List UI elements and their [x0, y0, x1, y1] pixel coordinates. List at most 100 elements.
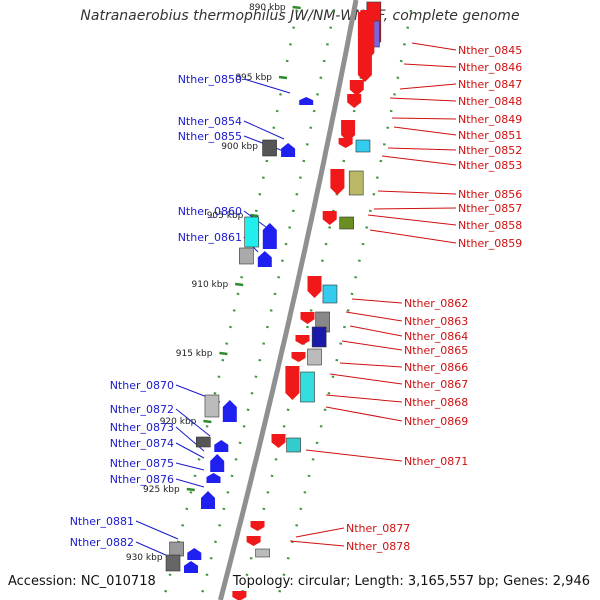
gene-label-nther_0850: Nther_0850 [178, 73, 242, 86]
gene-label-nther_0867: Nther_0867 [404, 378, 468, 391]
accession-text: Accession: NC_010718 [8, 574, 156, 589]
kbp-tick-mark [278, 75, 288, 80]
reverse-gene-block [348, 170, 364, 196]
gene-label-nther_0853: Nther_0853 [458, 159, 522, 172]
reverse-leader-line [403, 63, 457, 68]
reverse-gene-block [255, 548, 270, 558]
forward-leader-line [175, 442, 205, 459]
reverse-gene-block [300, 371, 315, 403]
reverse-leader-line [351, 298, 403, 304]
gene-shapes [165, 1, 382, 600]
kbp-tick-mark [250, 213, 259, 218]
gene-label-nther_0845: Nther_0845 [458, 44, 522, 57]
reverse-gene-arrow [291, 352, 306, 362]
forward-leader-line [135, 541, 169, 557]
gene-label-nther_0862: Nther_0862 [404, 297, 468, 310]
gene-label-nther_0858: Nther_0858 [458, 219, 522, 232]
kbp-tick-label: 890 kbp [249, 3, 286, 13]
kbp-tick-mark [186, 487, 195, 492]
forward-gene-block [239, 247, 254, 265]
gene-label-nther_0877: Nther_0877 [346, 522, 410, 535]
forward-gene-arrow [201, 491, 215, 509]
reverse-leader-line [349, 325, 403, 337]
forward-gene-block [244, 216, 259, 248]
gene-label-nther_0863: Nther_0863 [404, 315, 468, 328]
feature-track-dots [162, 9, 413, 599]
reverse-gene-block [307, 348, 322, 366]
reverse-leader-line [345, 311, 403, 322]
reverse-leader-line [325, 406, 403, 422]
gene-label-nther_0849: Nther_0849 [458, 113, 522, 126]
forward-gene-arrow [262, 223, 277, 249]
kbp-tick-label: 925 kbp [143, 485, 180, 495]
gene-labels: Nther_0845 Nther_0846 Nther_0847 Nther_0848… [70, 44, 523, 553]
forward-gene-block [169, 541, 184, 557]
track-dots-1 [199, 9, 336, 599]
page-title: Natranaerobius thermophilus JW/NM-WN-LF,… [80, 8, 520, 24]
reverse-gene-arrow [271, 434, 286, 448]
reverse-leader-line [389, 97, 457, 102]
kbp-tick-label: 920 kbp [160, 417, 197, 427]
kbp-tick-label: 905 kbp [207, 211, 244, 221]
forward-leader-line [135, 520, 179, 540]
reverse-leader-line [373, 207, 457, 210]
gene-label-nther_0882: Nther_0882 [70, 536, 134, 549]
forward-gene-arrow [281, 143, 296, 157]
kbp-tick-mark [219, 351, 228, 356]
gene-label-nther_0881: Nther_0881 [70, 515, 134, 528]
gene-label-nther_0873: Nther_0873 [110, 421, 174, 434]
reverse-gene-arrow [330, 169, 345, 195]
reverse-leader-line [387, 147, 457, 151]
reverse-leader-line [305, 449, 403, 462]
gene-label-nther_0855: Nther_0855 [178, 130, 242, 143]
reverse-gene-arrow [357, 12, 372, 82]
gene-label-nther_0874: Nther_0874 [110, 437, 174, 450]
kbp-tick-label: 900 kbp [221, 142, 258, 152]
reverse-leader-line [295, 527, 345, 538]
reverse-leader-line [399, 83, 457, 90]
forward-gene-arrow [257, 251, 272, 267]
reverse-gene-block [311, 326, 327, 348]
forward-gene-block [204, 394, 220, 418]
forward-gene-block [165, 554, 181, 572]
forward-gene-arrow [222, 400, 237, 422]
reverse-gene-arrow [295, 335, 310, 345]
gene-label-nther_0865: Nther_0865 [404, 344, 468, 357]
gene-label-nther_0872: Nther_0872 [110, 403, 174, 416]
gene-label-nther_0871: Nther_0871 [404, 455, 468, 468]
reverse-leader-line [391, 117, 457, 120]
reverse-leader-line [289, 540, 345, 547]
forward-gene-arrow [210, 454, 225, 472]
reverse-leader-line [393, 126, 457, 136]
forward-leader-line [175, 478, 205, 488]
reverse-gene-arrow [232, 591, 247, 600]
backbone-axis [217, 0, 359, 600]
reverse-leader-line [367, 214, 457, 226]
forward-leader-line [243, 78, 291, 94]
reverse-gene-arrow [285, 366, 300, 400]
gene-label-nther_0859: Nther_0859 [458, 237, 522, 250]
forward-gene-arrow [299, 97, 314, 105]
track-dots-0 [162, 9, 299, 599]
reverse-gene-arrow [250, 521, 265, 531]
reverse-leader-line [325, 394, 403, 403]
reverse-gene-arrow [347, 94, 362, 108]
reverse-gene-arrow [246, 536, 261, 546]
gene-label-nther_0846: Nther_0846 [458, 61, 522, 74]
gene-label-nther_0847: Nther_0847 [458, 78, 522, 91]
label-leader-lines [135, 42, 457, 557]
forward-leader-line [175, 408, 211, 437]
gene-label-nther_0856: Nther_0856 [458, 188, 522, 201]
kbp-tick-label: 930 kbp [126, 553, 163, 563]
gene-label-nther_0852: Nther_0852 [458, 144, 522, 157]
gene-label-nther_0851: Nther_0851 [458, 129, 522, 142]
gene-label-nther_0876: Nther_0876 [110, 473, 174, 486]
gene-label-nther_0854: Nther_0854 [178, 115, 242, 128]
forward-gene-arrow [184, 561, 198, 573]
kbp-tick-label: 910 kbp [192, 280, 229, 290]
kbp-tick-mark [292, 5, 301, 10]
kbp-tick-label: 895 kbp [235, 73, 272, 83]
kbp-tick-label: 915 kbp [176, 349, 213, 359]
gene-label-nther_0848: Nther_0848 [458, 95, 522, 108]
